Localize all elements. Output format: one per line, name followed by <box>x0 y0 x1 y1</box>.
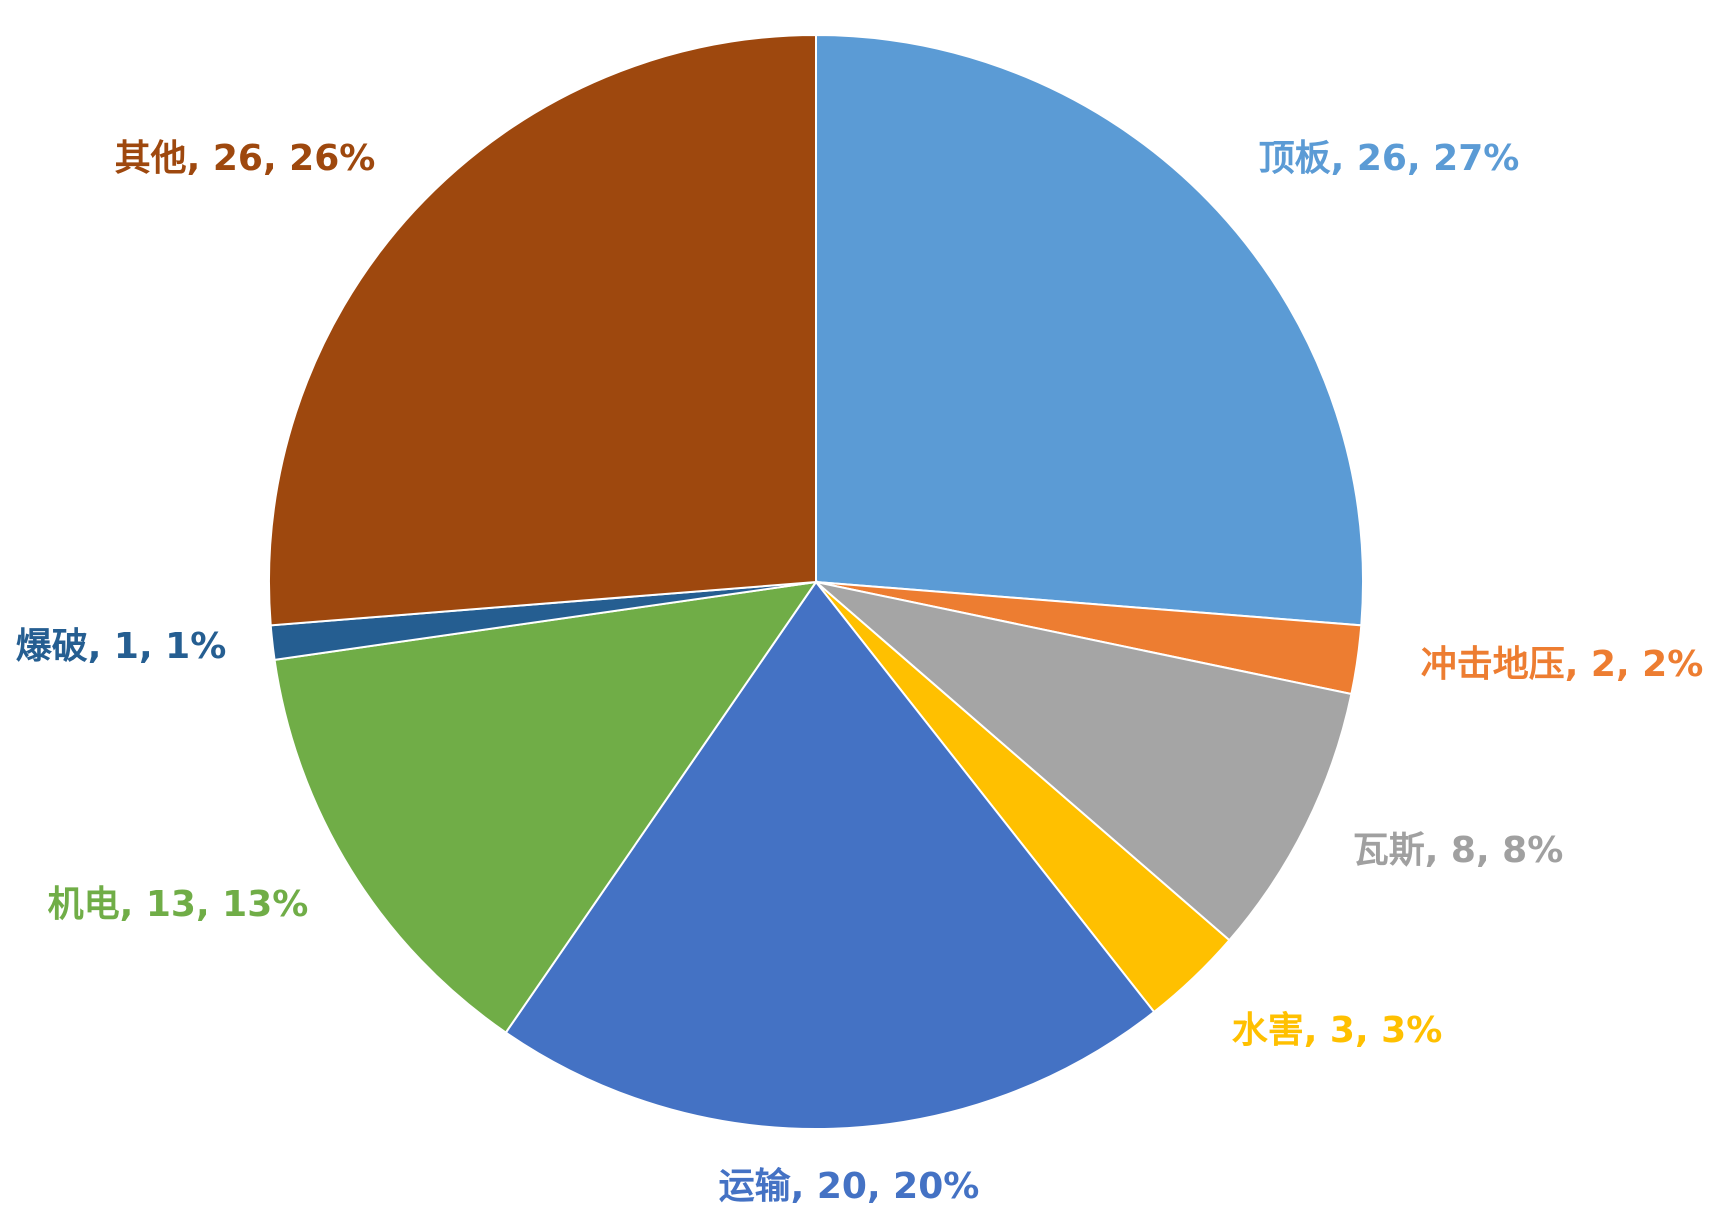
data-label: 冲击地压, 2, 2% <box>1421 644 1704 685</box>
data-label: 其他, 26, 26% <box>115 138 376 179</box>
data-label: 瓦斯, 8, 8% <box>1353 830 1564 871</box>
pie-slice <box>273 580 819 1034</box>
pie-slice <box>504 580 1156 1130</box>
data-label: 运输, 20, 20% <box>719 1166 980 1207</box>
data-label: 水害, 3, 3% <box>1232 1010 1443 1051</box>
data-label: 顶板, 26, 27% <box>1259 138 1520 179</box>
pie-slice <box>812 580 1353 942</box>
pie-slice <box>268 33 817 627</box>
pie-slice <box>815 33 1364 627</box>
data-label: 爆破, 1, 1% <box>16 626 227 667</box>
data-label: 机电, 13, 13% <box>48 884 309 925</box>
